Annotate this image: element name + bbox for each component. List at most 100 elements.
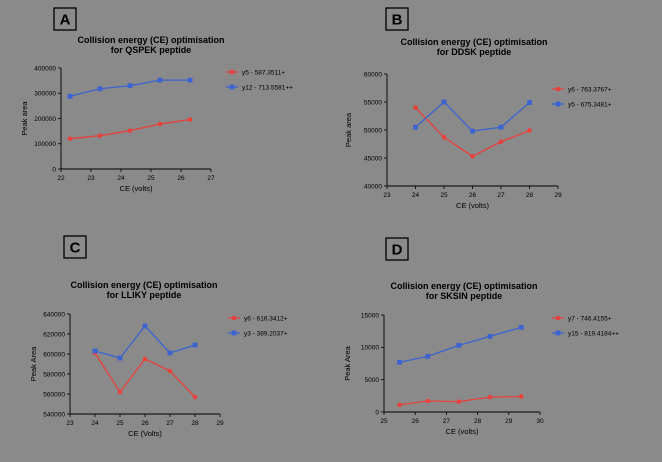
panel-letter-box: [53, 7, 77, 31]
data-point-circle: [192, 394, 198, 400]
x-tick-label: 24: [117, 175, 125, 182]
data-point-square: [413, 124, 418, 130]
data-point-square: [67, 93, 73, 99]
data-point-square: [97, 86, 103, 92]
data-point-circle: [397, 402, 402, 408]
y-tick-label: 40000: [364, 183, 382, 190]
x-axis-label: CE (volts): [456, 201, 489, 210]
series-line-2: [415, 101, 530, 132]
y-tick-label: 0: [52, 166, 56, 173]
data-point-square: [192, 342, 198, 348]
x-tick-label: 27: [443, 418, 451, 425]
data-point-circle: [67, 136, 73, 141]
series-line-2: [94, 324, 196, 359]
x-tick-label: 24: [91, 420, 99, 427]
data-point-circle: [127, 128, 133, 133]
legend-label: y7 - 746.4155+: [568, 315, 612, 322]
data-point-circle: [456, 399, 462, 404]
y-tick-label: 400000: [34, 65, 56, 72]
y-axis-label: Peak Area: [29, 346, 38, 381]
y-tick-label: 10000: [361, 345, 379, 352]
x-tick-label: 30: [536, 418, 544, 425]
legend-marker-square: [231, 330, 237, 336]
data-point-square: [397, 359, 402, 365]
chart-title-line: Collision energy (CE) optimisation: [70, 280, 217, 290]
data-point-square: [487, 333, 493, 339]
x-tick-label: 26: [177, 175, 185, 182]
chart-title-line: for LLIKY peptide: [107, 290, 182, 300]
data-point-circle: [413, 105, 418, 110]
data-point-square: [498, 124, 504, 130]
chart-title-line: Collision energy (CE) optimisation: [400, 37, 547, 47]
x-tick-label: 28: [191, 420, 199, 427]
x-tick-label: 27: [166, 420, 174, 427]
data-point-square: [167, 350, 173, 356]
data-point-circle: [142, 356, 148, 362]
data-point-square: [92, 348, 98, 354]
y-tick-label: 640000: [43, 311, 65, 318]
y-tick-label: 300000: [34, 91, 56, 98]
y-tick-label: 200000: [34, 116, 56, 123]
legend-marker-square: [555, 330, 561, 336]
data-point-circle: [470, 154, 475, 159]
chart-title-line: for QSPEK peptide: [111, 45, 192, 55]
panel-letter: A: [60, 12, 71, 29]
data-point-circle: [425, 398, 430, 404]
legend-label: y5 - 587.3511+: [242, 69, 285, 76]
x-tick-label: 25: [380, 418, 388, 425]
data-point-circle: [117, 389, 123, 395]
legend-marker-circle: [555, 315, 561, 321]
data-point-square: [157, 77, 163, 83]
data-point-square: [470, 128, 475, 134]
x-tick-label: 29: [216, 420, 224, 427]
x-tick-label: 25: [440, 192, 448, 199]
data-point-circle: [518, 394, 524, 399]
panel-letter: B: [392, 12, 403, 29]
data-point-circle: [157, 121, 163, 127]
legend-label: y5 - 675.3481+: [568, 101, 612, 108]
data-point-square: [456, 342, 462, 348]
data-point-square: [117, 355, 123, 361]
x-tick-label: 25: [147, 175, 155, 182]
legend-marker-circle: [555, 86, 561, 92]
y-tick-label: 100000: [34, 141, 56, 148]
y-tick-label: 600000: [43, 351, 65, 358]
data-point-square: [127, 83, 133, 89]
x-tick-label: 22: [57, 175, 65, 182]
y-tick-label: 5000: [365, 377, 380, 384]
x-tick-label: 28: [474, 418, 482, 425]
data-point-circle: [97, 133, 103, 138]
legend-label: y6 - 763.3767+: [568, 86, 612, 93]
data-point-square: [518, 324, 524, 330]
series-line-2: [69, 79, 190, 97]
x-tick-label: 29: [505, 418, 513, 425]
data-point-circle: [441, 134, 447, 140]
legend-label: y12 - 713.5581++: [242, 84, 293, 91]
x-axis-label: CE (Volts): [128, 429, 162, 438]
x-axis-label: CE (volts): [446, 427, 479, 436]
chart-title-line: Collision energy (CE) optimisation: [77, 35, 224, 45]
legend-marker-circle: [231, 315, 237, 321]
x-tick-label: 25: [116, 420, 124, 427]
data-point-square: [425, 353, 431, 359]
x-tick-label: 23: [87, 175, 95, 182]
y-axis-label: Peak Area: [343, 345, 352, 380]
legend-marker-square: [555, 101, 561, 107]
y-tick-label: 620000: [43, 331, 65, 338]
data-point-circle: [167, 368, 173, 374]
legend-marker-circle: [229, 69, 235, 75]
x-tick-label: 26: [412, 418, 420, 425]
x-tick-label: 23: [383, 192, 391, 199]
panel-letter-box: [63, 235, 87, 259]
x-tick-label: 23: [66, 420, 74, 427]
data-point-square: [187, 77, 193, 83]
y-tick-label: 0: [375, 409, 379, 416]
x-tick-label: 26: [141, 420, 149, 427]
chart-title-line: for SKSIN peptide: [426, 291, 503, 301]
x-tick-label: 26: [469, 192, 477, 199]
x-axis-label: CE (volts): [120, 184, 153, 193]
y-axis-label: Peak area: [20, 101, 29, 136]
